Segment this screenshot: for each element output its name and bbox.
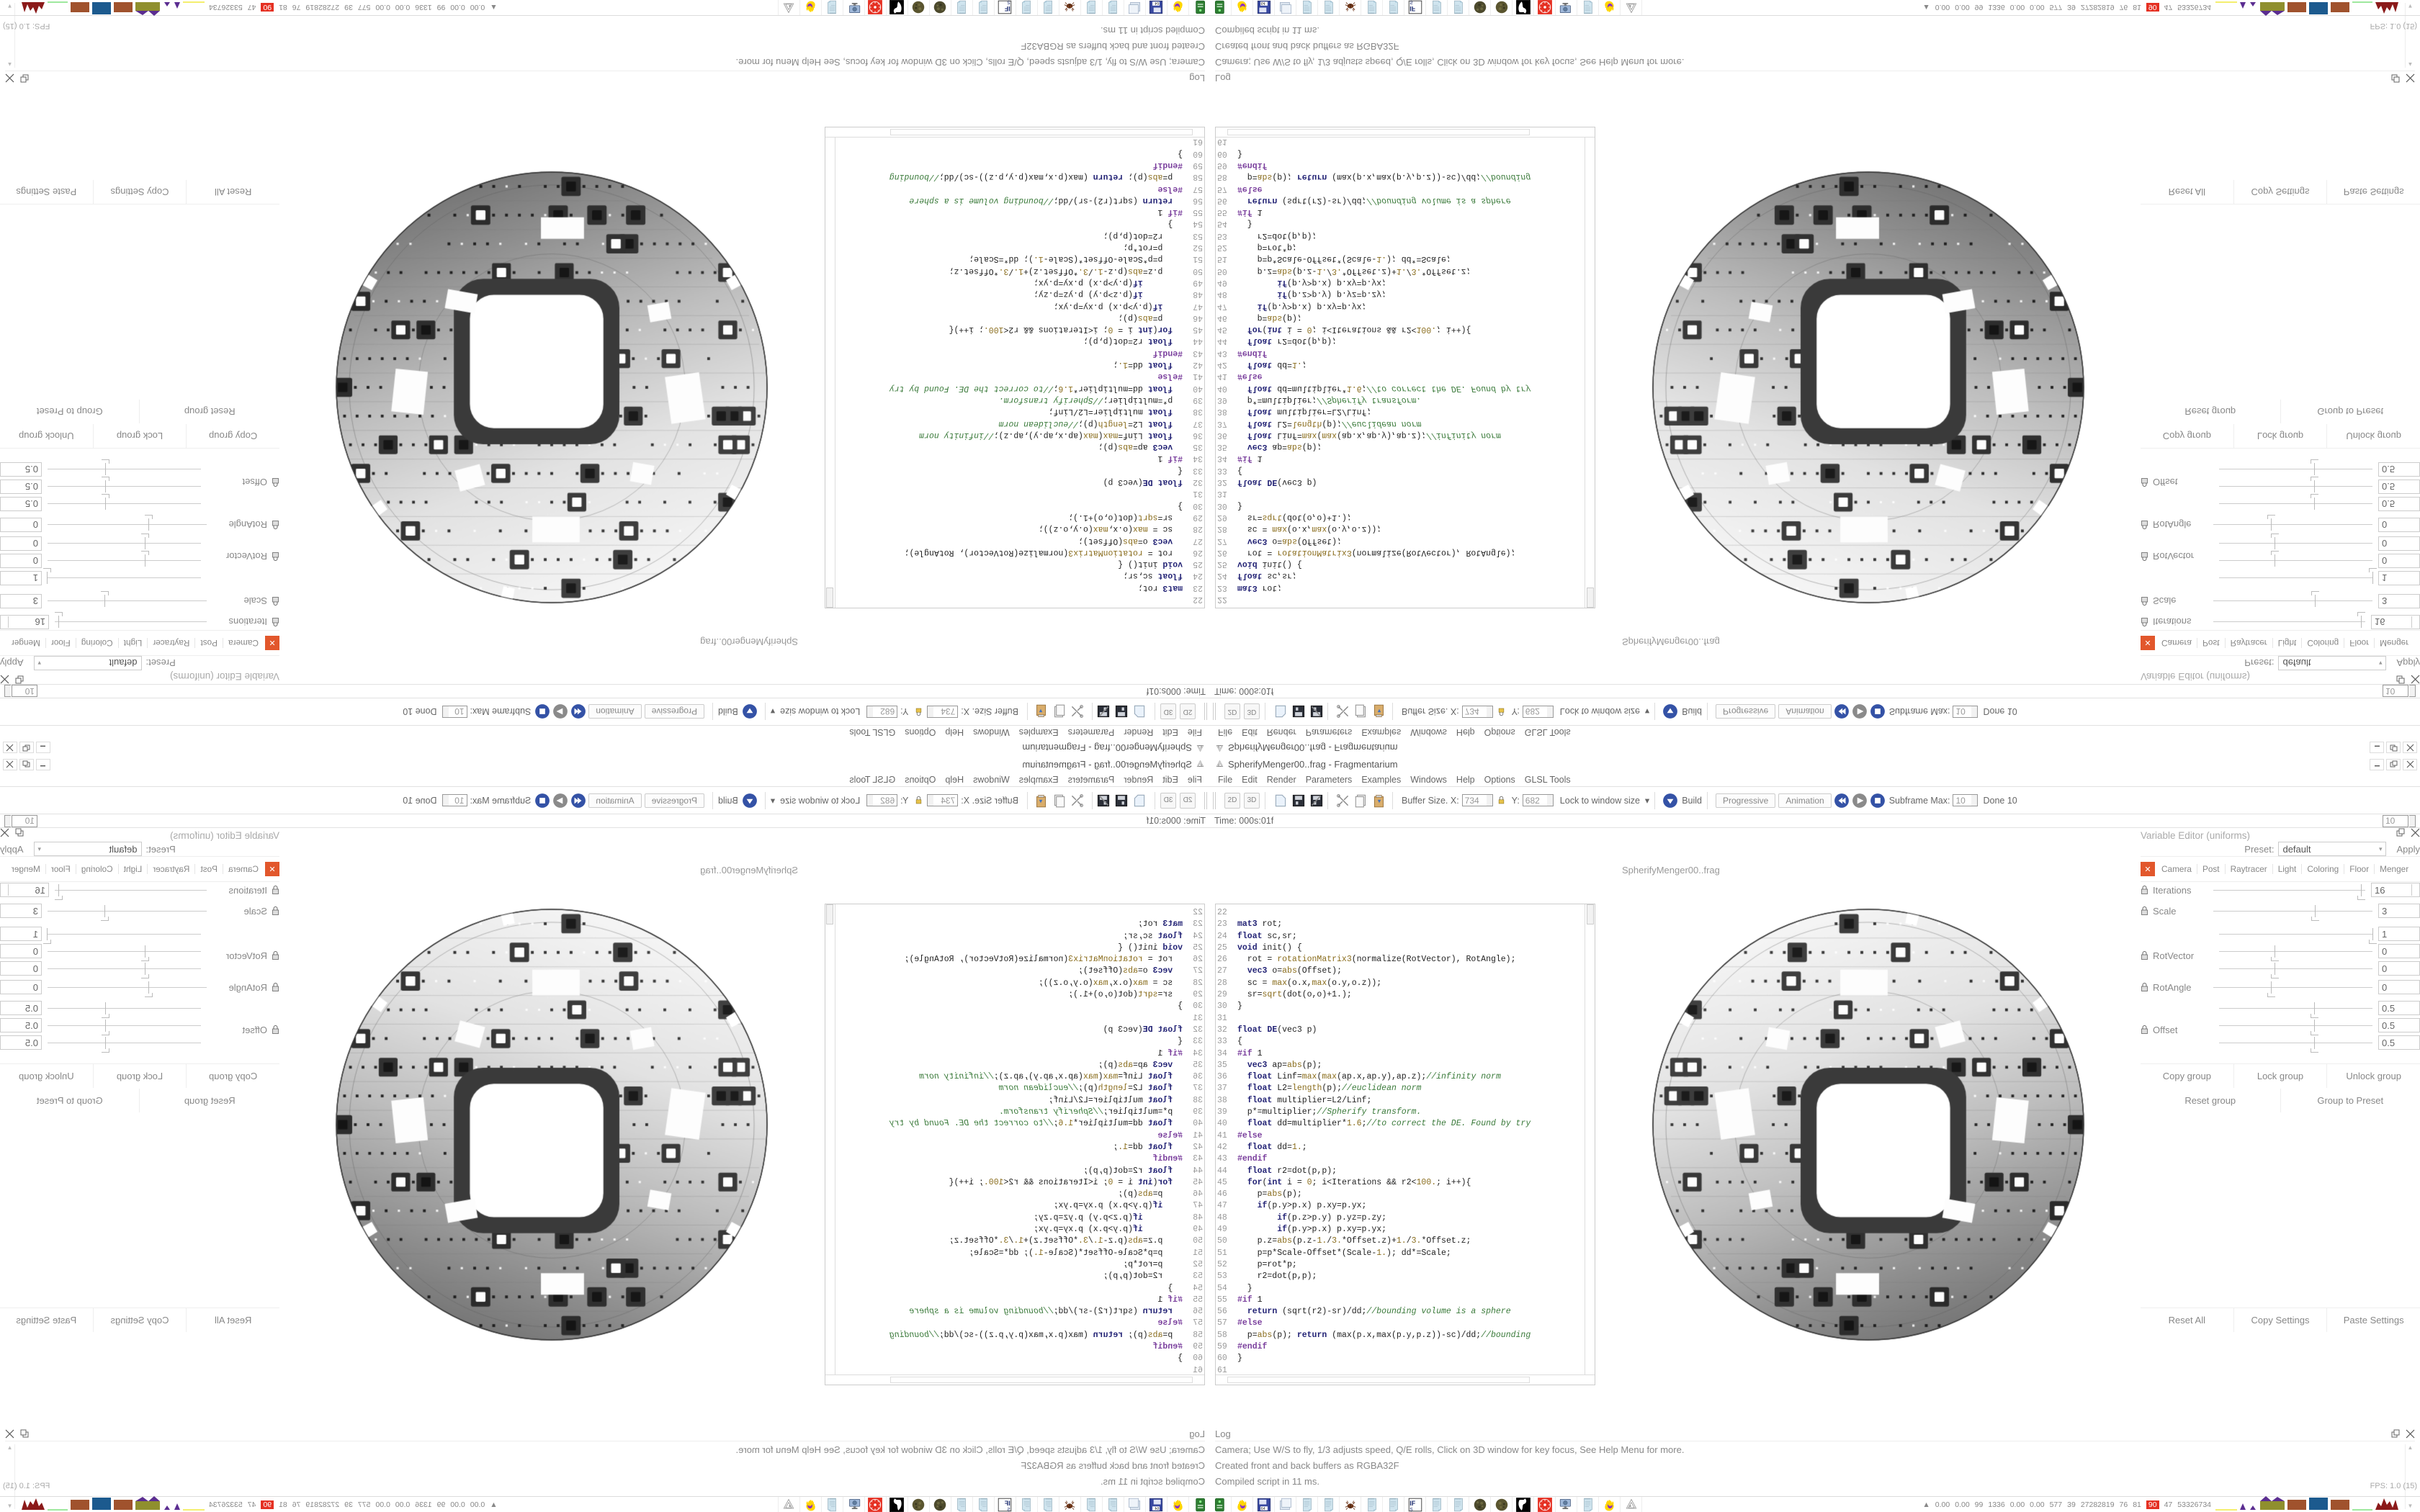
svg-text:S: S: [1410, 1507, 1413, 1512]
svg-text:IF: IF: [1410, 1500, 1415, 1507]
svg-text:S: S: [1007, 1507, 1010, 1512]
svg-text:64: 64: [1155, 1506, 1160, 1511]
svg-text:64: 64: [1260, 1506, 1265, 1511]
svg-text:IF: IF: [1005, 1500, 1010, 1507]
svg-text:IF: IF: [1410, 5, 1415, 12]
svg-text:64: 64: [1260, 1, 1265, 6]
svg-text:IF: IF: [1005, 5, 1010, 12]
svg-text:64: 64: [1155, 1, 1160, 6]
svg-text:S: S: [1410, 0, 1413, 5]
svg-text:S: S: [1007, 0, 1010, 5]
